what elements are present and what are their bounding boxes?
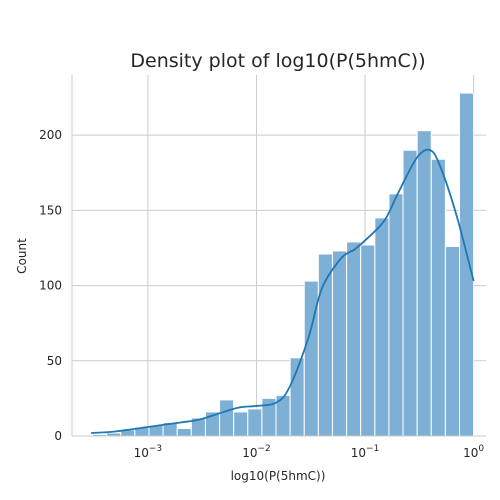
histogram-bar xyxy=(247,408,263,437)
axes-layer xyxy=(71,75,486,437)
y-tick-label: 200 xyxy=(39,128,62,142)
x-tick-label: 10−1 xyxy=(351,444,380,460)
ticks-layer: 0 50 100 150 200 10−3 10−2 10−1 100 xyxy=(39,128,484,460)
x-tick-label: 10−2 xyxy=(242,444,271,460)
y-axis-label: Count xyxy=(15,238,29,274)
x-tick-label: 100 xyxy=(463,444,484,460)
bars-layer xyxy=(92,92,475,437)
histogram-bar xyxy=(331,250,348,437)
histogram-bar xyxy=(346,241,362,437)
histogram-bar xyxy=(374,217,390,437)
x-axis-label: log10(P(5hmC)) xyxy=(231,469,326,483)
y-tick-label: 150 xyxy=(39,203,62,217)
histogram-bar xyxy=(388,193,404,437)
histogram-bar xyxy=(402,149,418,437)
kde-layer xyxy=(91,148,475,434)
y-tick-label: 100 xyxy=(39,279,62,293)
histogram-bar xyxy=(430,158,446,437)
histogram-bar xyxy=(444,245,461,437)
histogram-bar xyxy=(459,92,475,437)
x-tick-label: 10−3 xyxy=(134,444,163,460)
histogram-bar xyxy=(219,399,235,437)
histogram-bar xyxy=(233,411,249,437)
histogram-bar xyxy=(360,244,376,437)
chart-title: Density plot of log10(P(5hmC)) xyxy=(130,50,425,72)
y-tick-label: 0 xyxy=(54,429,62,443)
y-tick-label: 50 xyxy=(47,354,62,368)
histogram-bar xyxy=(416,130,432,437)
kde-line xyxy=(91,148,475,434)
histogram-bar xyxy=(176,427,192,437)
